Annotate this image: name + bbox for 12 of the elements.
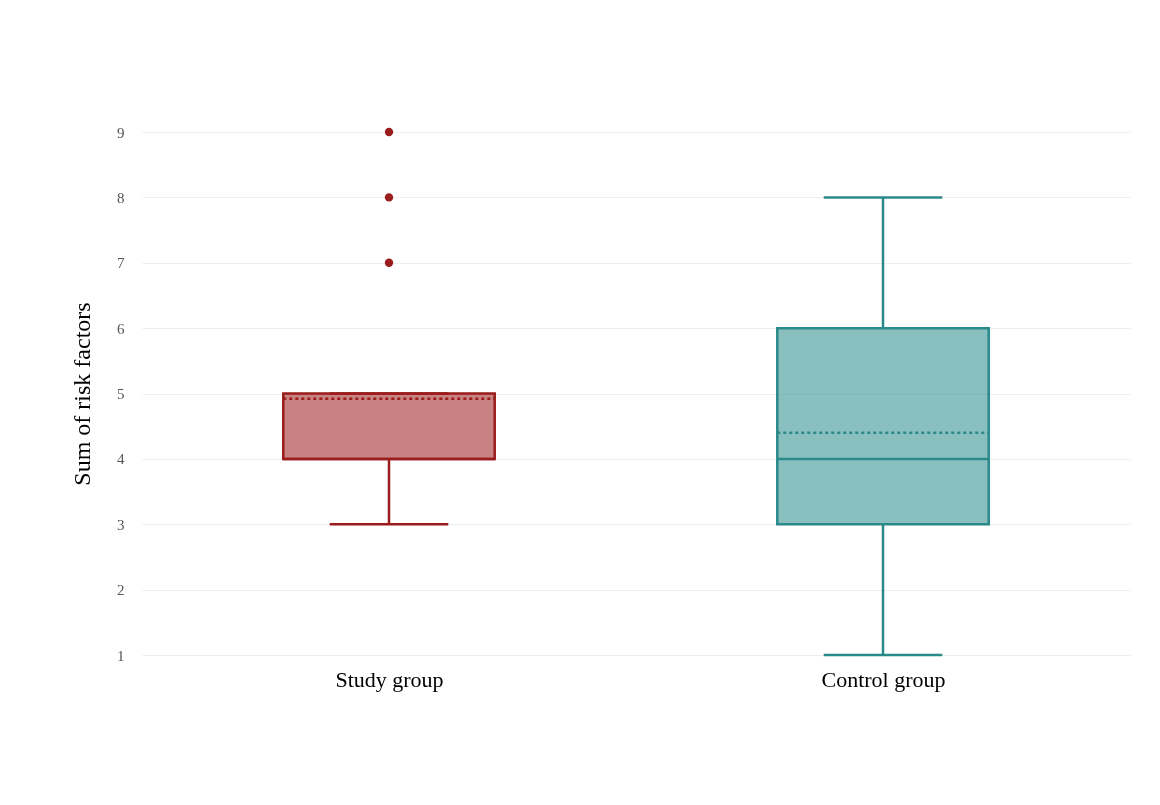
y-tick-label: 1	[117, 647, 125, 664]
y-tick-label: 5	[117, 386, 125, 402]
y-axis-title: Sum of risk factors	[69, 302, 95, 486]
y-tick-label: 2	[117, 582, 125, 599]
y-tick-label: 8	[117, 189, 125, 206]
y-tick-label: 9	[117, 124, 125, 141]
y-tick-label: 7	[117, 255, 125, 272]
x-tick-label: Control group	[821, 666, 946, 692]
y-tick-label: 6	[117, 320, 125, 337]
x-tick-label: Study group	[335, 666, 444, 692]
y-tick-label: 4	[117, 451, 125, 468]
y-tick-label: 3	[117, 516, 125, 533]
